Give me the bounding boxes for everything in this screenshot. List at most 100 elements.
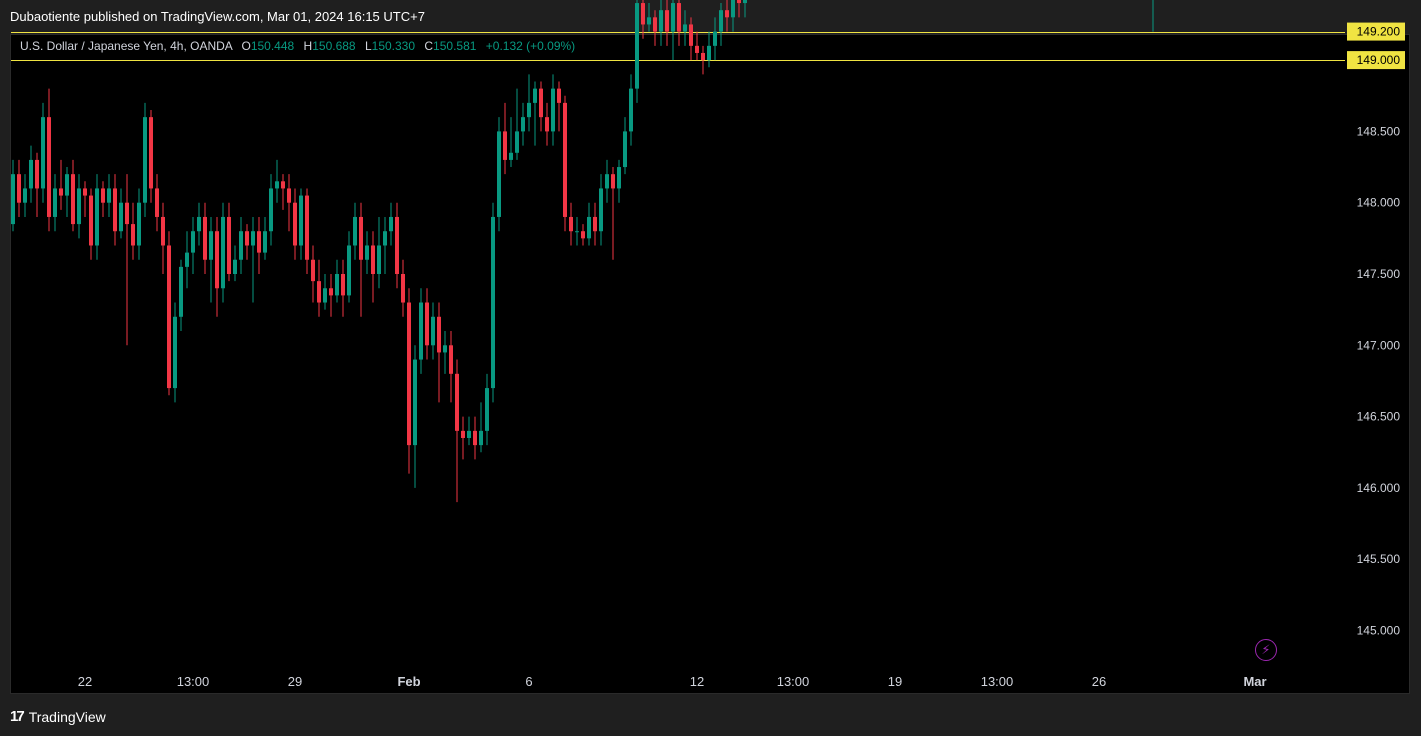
candle-body	[599, 188, 603, 232]
candle-body	[41, 117, 45, 189]
candle-body	[77, 188, 81, 225]
candle-body	[401, 274, 405, 303]
candle-body	[407, 302, 411, 446]
candle-body	[287, 188, 291, 203]
candle-body	[437, 316, 441, 353]
candle-body	[311, 259, 315, 282]
candle-body	[299, 195, 303, 246]
candle-body	[365, 245, 369, 260]
tradingview-logo-icon: 17	[10, 708, 25, 725]
candle-body	[491, 216, 495, 389]
candle-body	[467, 430, 471, 438]
candle-body	[101, 188, 105, 203]
candle-body	[569, 216, 573, 232]
candle-body	[161, 216, 165, 246]
legend-change: +0.132 (+0.09%)	[485, 39, 576, 53]
legend-high: 150.688	[312, 39, 356, 53]
candle-body	[383, 231, 387, 246]
candle-body	[485, 388, 489, 431]
legend-low-label: L	[364, 39, 372, 53]
price-level-label: 149.000	[1357, 53, 1401, 67]
candle-body	[725, 10, 729, 18]
candle-body	[281, 181, 285, 189]
legend-open-label: O	[241, 39, 251, 53]
candle-body	[179, 266, 183, 317]
candle-body	[395, 216, 399, 274]
candle-body	[53, 188, 57, 217]
candle-body	[341, 274, 345, 296]
candle-body	[719, 10, 723, 32]
y-tick-label: 148.500	[1357, 124, 1401, 138]
legend-symbol: U.S. Dollar / Japanese Yen, 4h, OANDA	[20, 39, 233, 53]
candle-body	[605, 174, 609, 189]
candle-body	[359, 216, 363, 260]
x-tick-label: 29	[288, 674, 302, 689]
candle-body	[203, 216, 207, 260]
tradingview-brand[interactable]: 17 TradingView	[10, 708, 106, 725]
candle-body	[587, 216, 591, 239]
candle-body	[455, 373, 459, 431]
candle-body	[233, 259, 237, 274]
candle-body	[59, 188, 63, 196]
legend-close: 150.581	[433, 39, 477, 53]
candle-body	[113, 188, 117, 232]
y-tick-label: 147.000	[1357, 338, 1401, 352]
candle-body	[353, 216, 357, 246]
chart-legend: U.S. Dollar / Japanese Yen, 4h, OANDA O 1…	[20, 39, 575, 53]
candle-body	[371, 245, 375, 274]
candle-body	[131, 224, 135, 246]
y-tick-label: 145.500	[1357, 552, 1401, 566]
candle-body	[143, 117, 147, 203]
candle-body	[629, 88, 633, 132]
bottom-bar	[0, 695, 1421, 736]
legend-low: 150.330	[371, 39, 416, 53]
candle-body	[575, 231, 579, 233]
lightning-icon[interactable]: ⚡	[1255, 639, 1277, 661]
x-tick-label: 13:00	[777, 674, 810, 689]
candle-body	[623, 131, 627, 168]
candle-body	[257, 231, 261, 253]
x-tick-label: 6	[525, 674, 532, 689]
candle-body	[665, 10, 669, 32]
candle-body	[647, 17, 651, 25]
candle-body	[659, 10, 663, 32]
candle-body	[515, 131, 519, 153]
candle-body	[539, 88, 543, 118]
candle-body	[731, 0, 735, 18]
candle-body	[593, 216, 597, 232]
candle-body	[65, 174, 69, 196]
candle-body	[173, 316, 177, 389]
candle-body	[545, 117, 549, 132]
y-tick-label: 146.000	[1357, 481, 1401, 495]
candle-body	[125, 202, 129, 225]
candle-body	[503, 131, 507, 160]
candle-body	[209, 231, 213, 260]
top-bar: Dubaotiente published on TradingView.com…	[0, 0, 1421, 34]
candle-body	[473, 430, 477, 446]
candle-body	[419, 302, 423, 360]
candle-body	[677, 3, 681, 32]
candle-body	[275, 181, 279, 189]
candle-body	[155, 188, 159, 217]
candle-body	[671, 3, 675, 32]
candle-body	[221, 216, 225, 289]
candle-body	[17, 174, 21, 203]
candle-body	[347, 245, 351, 296]
candle-body	[653, 17, 657, 32]
candle-body	[563, 102, 567, 217]
candle-body	[23, 188, 27, 203]
candle-body	[689, 24, 693, 46]
candle-body	[617, 167, 621, 189]
candle-body	[83, 188, 87, 196]
candle-body	[329, 288, 333, 296]
legend-close-label: C	[424, 39, 434, 53]
candle-body	[377, 245, 381, 274]
candle-body	[323, 288, 327, 303]
candle-body	[635, 3, 639, 89]
candle-body	[95, 188, 99, 246]
chart-pane[interactable]	[10, 34, 1410, 694]
brand-name: TradingView	[28, 708, 106, 725]
candle-body	[227, 216, 231, 274]
x-tick-label: 19	[888, 674, 902, 689]
